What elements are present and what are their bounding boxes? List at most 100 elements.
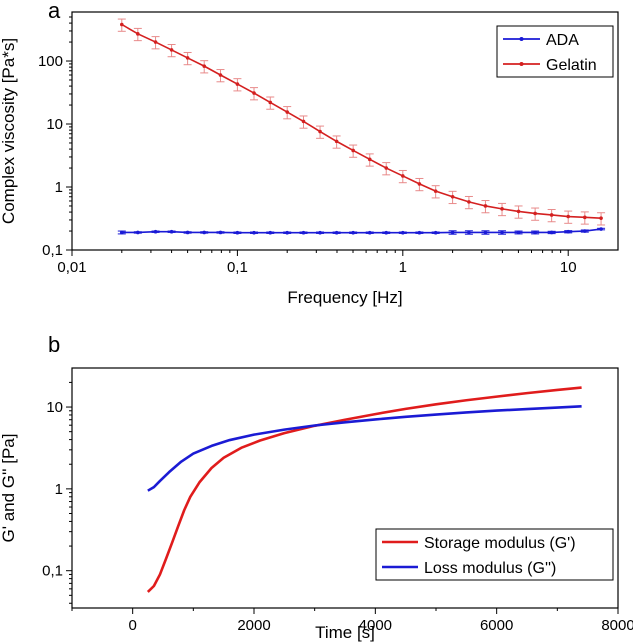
panel-a-point-ada (351, 230, 355, 235)
panel-a-axes-frame (71, 11, 619, 251)
panel-a-y-tick-label: 1 (55, 179, 63, 196)
panel-a-point-ada (119, 230, 124, 235)
panel-a-point-ada (533, 230, 537, 235)
panel-a-point-ada (285, 230, 289, 235)
panel-a-point-ada (136, 230, 140, 235)
panel-b-y-tick-label: 10 (46, 399, 63, 416)
panel-a-point-gelatin (467, 200, 471, 204)
panel-b-y-tick-label: 1 (55, 481, 63, 498)
panel-b-x-tick-label: 8000 (601, 617, 633, 634)
panel-a-point-gelatin (318, 129, 322, 134)
panel-b-legend-label-loss-modulus-g: Loss modulus (G'') (424, 560, 556, 577)
panel-a-point-gelatin (401, 174, 405, 178)
panel-a-point-ada (169, 229, 174, 234)
panel-a-point-ada (433, 230, 438, 235)
panel-a-y-tick-label: 0,1 (42, 242, 63, 259)
panel-a-x-axis-title: Frequency [Hz] (287, 288, 402, 307)
panel-a-point-gelatin (169, 48, 174, 52)
panel-a-point-ada (318, 230, 322, 235)
panel-a-point-gelatin (566, 214, 571, 219)
panel-b-x-tick-label: 4000 (359, 617, 392, 634)
panel-b-plot-area (146, 386, 582, 593)
panel-a-point-ada (202, 230, 207, 235)
panel-a-point-gelatin (351, 148, 355, 153)
panel-b-x-tick-label: 6000 (480, 617, 513, 634)
panel-a-point-gelatin (533, 211, 537, 216)
panel-a-legend-marker-ada (519, 37, 524, 41)
panel-a-legend-label-gelatin: Gelatin (546, 57, 597, 74)
panel-a-legend-box (496, 25, 614, 78)
panel-a-point-ada (334, 230, 339, 235)
panel-a-point-ada (450, 230, 455, 235)
panel-a-legend-label-ada: ADA (546, 32, 579, 49)
panel-a-point-ada (583, 229, 587, 233)
panel-a-letter: a (48, 0, 61, 23)
panel-a-point-gelatin (119, 22, 124, 27)
panel-a-point-gelatin (202, 64, 207, 68)
panel-b-legend-box (375, 528, 614, 581)
panel-a-y-tick-label: 100 (38, 53, 63, 70)
panel-b-series-line-loss-modulus-g (147, 405, 582, 492)
panel-a-x-tick-label: 0,1 (227, 259, 248, 276)
panel-b: b 0 2000 4000 6000 8000 0,1 1 10 Time [s] G' a… (0, 332, 633, 642)
panel-a-point-ada (218, 230, 223, 235)
panel-a-x-tick-label: 1 (399, 259, 407, 276)
panel-a-point-ada (566, 229, 571, 234)
panel-a-point-gelatin (583, 215, 587, 220)
panel-a-series-line-ada (121, 228, 602, 234)
panel-b-y-axis-title: G' and G'' [Pa] (0, 434, 18, 543)
panel-a-point-ada (235, 230, 240, 235)
panel-b-letter: b (48, 332, 60, 357)
panel-a-point-gelatin (450, 194, 455, 199)
panel-a-legend-marker-gelatin (519, 62, 524, 66)
panel-a-point-gelatin (268, 100, 273, 105)
panel-a-point-gelatin (218, 73, 223, 77)
panel-b-axes-frame (71, 367, 619, 609)
panel-a-y-axis-title: Complex viscosity [Pa*s] (0, 38, 18, 224)
panel-a-point-ada (252, 230, 256, 235)
panel-b-x-ticks: 0 2000 4000 6000 8000 (71, 608, 633, 634)
panel-a-plot-area (117, 18, 606, 235)
panel-a-point-gelatin (185, 56, 190, 60)
panel-a-point-gelatin (417, 182, 422, 186)
panel-a-point-ada (467, 230, 471, 235)
panel-a-y-tick-label: 10 (46, 116, 63, 133)
panel-a-point-gelatin (367, 157, 372, 162)
panel-a-point-gelatin (433, 189, 438, 193)
panel-a-point-gelatin (516, 209, 521, 214)
panel-a-x-tick-label: 0,01 (57, 259, 86, 276)
panel-a-x-tick-label: 10 (560, 259, 577, 276)
panel-a-point-ada (301, 230, 306, 235)
panel-a-point-ada (417, 230, 422, 235)
panel-a-point-gelatin (549, 213, 554, 217)
panel-b-x-tick-label: 2000 (237, 617, 270, 634)
panel-b-x-tick-label: 0 (128, 617, 136, 634)
panel-b-legend-label-storage-modulus-g: Storage modulus (G') (424, 535, 576, 552)
panel-a-point-gelatin (334, 139, 339, 144)
panel-a-point-gelatin (301, 119, 306, 124)
panel-a-series-line-gelatin (121, 23, 602, 219)
panel-a-point-gelatin (599, 216, 603, 220)
panel-a-point-gelatin (136, 32, 140, 36)
panel-a-point-ada (185, 230, 190, 235)
panel-a-point-gelatin (285, 110, 289, 114)
panel-a-point-ada (549, 230, 554, 235)
panel-a-point-ada (384, 230, 389, 235)
panel-a-point-ada (268, 230, 273, 235)
panel-a-point-gelatin (500, 207, 504, 211)
panel-a-point-gelatin (483, 204, 488, 208)
panel-a-point-ada (516, 230, 521, 235)
panel-a-point-ada (599, 227, 603, 231)
panel-a-point-ada (483, 230, 488, 235)
panel-b-x-axis-title: Time [s] (315, 623, 375, 642)
panel-a-point-ada (367, 230, 372, 235)
panel-a-point-ada (500, 230, 504, 235)
panel-b-legend: Storage modulus (G') Loss modulus (G'') (375, 528, 614, 581)
panel-a-point-gelatin (252, 91, 256, 95)
panel-a-point-ada (401, 230, 405, 235)
panel-a-x-ticks: 0,01 0,1 1 10 (57, 250, 577, 276)
panel-a-point-ada (153, 229, 158, 234)
panel-a-point-gelatin (235, 82, 240, 86)
